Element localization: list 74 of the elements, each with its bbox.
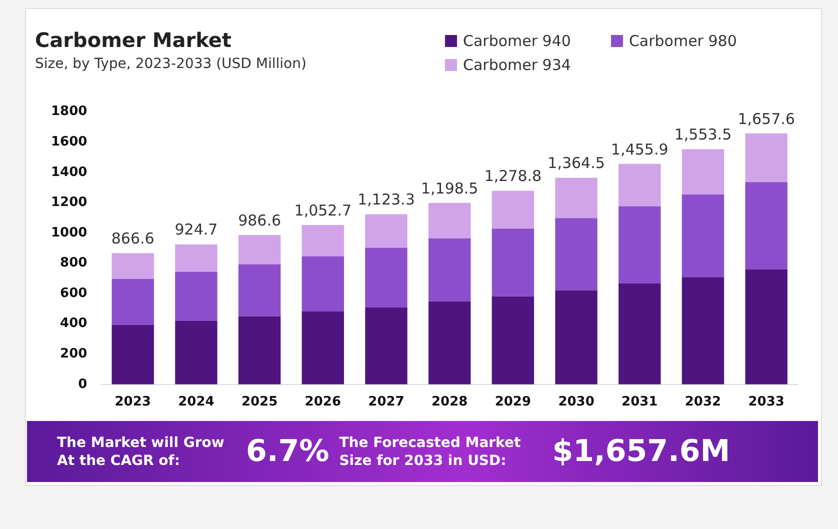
y-tick-label: 1000 xyxy=(50,225,88,240)
text: The Market will Grow At the CAGR of: xyxy=(57,434,226,470)
x-tick-label: 2025 xyxy=(241,394,278,410)
y-tick-label: 1200 xyxy=(50,195,88,210)
x-tick-label: 2033 xyxy=(748,394,784,410)
x-tick-label: 2030 xyxy=(558,394,594,410)
bar xyxy=(365,307,408,384)
bar xyxy=(682,277,724,384)
legend-label: Carbomer 980 xyxy=(628,32,737,50)
y-tick-label: 600 xyxy=(60,286,88,301)
total-label: 1,123.3 xyxy=(358,190,415,209)
x-tick-label: 2026 xyxy=(304,394,341,410)
bar xyxy=(618,206,661,284)
x-tick-label: 2028 xyxy=(431,394,468,410)
bar xyxy=(555,178,598,218)
bar xyxy=(238,264,281,316)
bar xyxy=(112,325,154,384)
text: 6.7% xyxy=(246,434,330,469)
bar xyxy=(555,218,598,290)
total-label: 924.7 xyxy=(174,220,218,239)
bar xyxy=(555,290,598,384)
total-label: 1,198.5 xyxy=(420,179,478,198)
legend-label: Carbomer 934 xyxy=(463,56,571,74)
bar xyxy=(492,296,534,384)
y-tick-label: 400 xyxy=(60,316,88,332)
bar xyxy=(175,320,218,384)
y-tick-label: 200 xyxy=(60,346,88,362)
bar xyxy=(745,133,788,182)
bar xyxy=(618,284,661,384)
bar xyxy=(302,312,344,384)
bar xyxy=(492,190,534,229)
bar xyxy=(302,256,344,312)
chart-subtitle: Size, by Type, 2023-2033 (USD Million) xyxy=(35,56,306,72)
bar xyxy=(682,194,724,278)
x-tick-label: 2027 xyxy=(368,394,404,410)
total-label: 1,364.5 xyxy=(548,154,605,172)
y-tick-label: 1400 xyxy=(50,164,88,180)
total-label: 1,657.6 xyxy=(738,110,795,128)
bar xyxy=(112,278,154,326)
x-tick-label: 2024 xyxy=(178,394,214,410)
bar xyxy=(302,224,344,256)
x-tick-label: 2029 xyxy=(494,394,532,410)
bar xyxy=(682,149,724,194)
bar xyxy=(428,238,471,302)
bar xyxy=(175,244,218,272)
y-tick-label: 800 xyxy=(60,256,88,271)
total-label: 1,278.8 xyxy=(484,167,542,186)
total-label: 866.6 xyxy=(111,230,154,248)
y-tick-label: 1600 xyxy=(50,134,88,150)
total-label: 986.6 xyxy=(238,211,282,230)
bar xyxy=(745,182,788,270)
y-tick-label: 0 xyxy=(78,376,88,392)
x-tick-label: 2031 xyxy=(622,394,658,410)
bar xyxy=(618,164,661,206)
bar xyxy=(428,301,471,384)
bar xyxy=(745,269,788,384)
total-label: 1,052.7 xyxy=(294,201,352,220)
chart-title: Carbomer Market xyxy=(35,28,232,52)
legend-label: Carbomer 940 xyxy=(463,32,571,50)
text: $1,657.6M xyxy=(552,434,730,469)
x-tick-label: 2032 xyxy=(684,394,722,410)
bar xyxy=(238,316,281,384)
total-label: 1,553.5 xyxy=(674,126,732,144)
text: The Forecasted Market Size for 2033 in USD: xyxy=(339,434,522,470)
bar xyxy=(492,228,534,296)
bar xyxy=(365,248,408,308)
bar xyxy=(112,253,154,279)
bar xyxy=(238,234,281,264)
bar xyxy=(175,272,218,321)
x-tick-label: 2023 xyxy=(114,394,151,410)
bar xyxy=(428,202,471,238)
y-tick-label: 1800 xyxy=(50,104,88,120)
total-label: 1,455.9 xyxy=(611,140,668,158)
bar xyxy=(365,214,408,248)
